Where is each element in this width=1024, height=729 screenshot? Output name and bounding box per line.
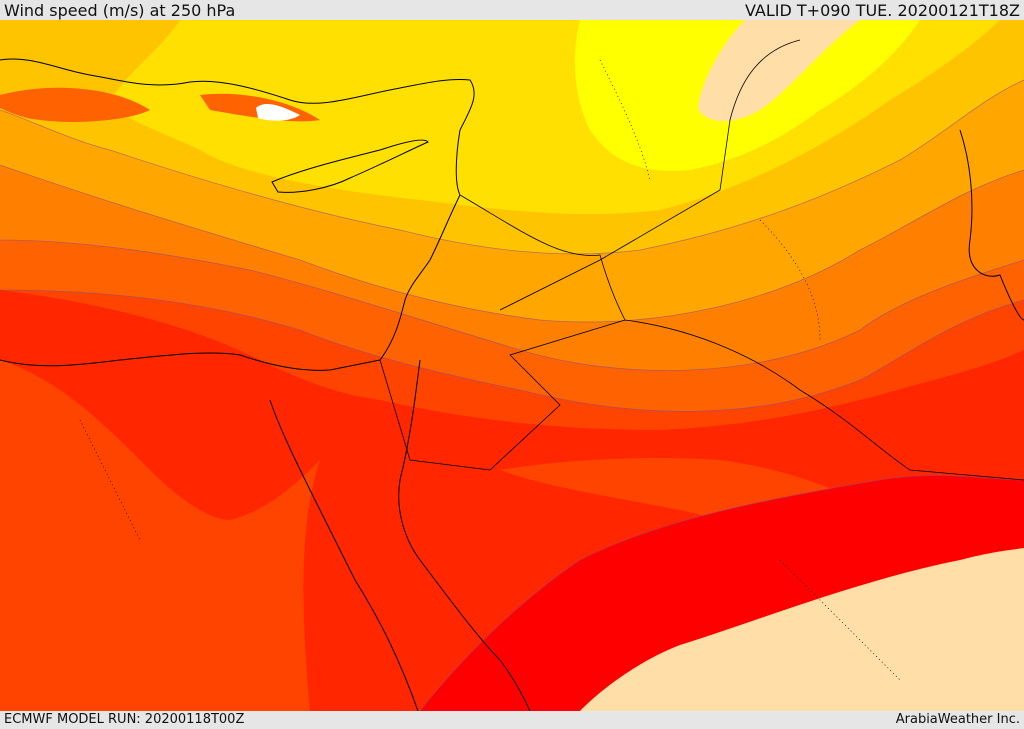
model-run: ECMWF MODEL RUN: 20200118T00Z bbox=[4, 712, 245, 727]
header-bar: Wind speed (m/s) at 250 hPa VALID T+090 … bbox=[0, 0, 1024, 20]
cyprus bbox=[271, 139, 429, 193]
gulf-coast bbox=[959, 129, 1024, 321]
red-sea-west bbox=[269, 399, 419, 711]
valid-time: VALID T+090 TUE. 20200121T18Z bbox=[744, 1, 1020, 20]
band-55-inner bbox=[0, 87, 320, 122]
band-55-south bbox=[0, 360, 900, 711]
turkey-coast bbox=[0, 58, 475, 196]
footer-bar: ECMWF MODEL RUN: 20200118T00Z ArabiaWeat… bbox=[0, 711, 1024, 729]
borders bbox=[379, 39, 1024, 481]
levant-coast bbox=[379, 194, 461, 361]
band-low bbox=[256, 104, 300, 121]
egypt-coast bbox=[0, 352, 381, 371]
inner-boundaries bbox=[79, 59, 901, 681]
isotach-contours bbox=[0, 79, 1024, 711]
band-peak-south bbox=[580, 548, 1024, 711]
wind-speed-bands bbox=[0, 20, 1024, 711]
red-sea-east bbox=[398, 359, 531, 711]
coastlines bbox=[0, 58, 1024, 711]
wind-speed-map bbox=[0, 20, 1024, 711]
map-title: Wind speed (m/s) at 250 hPa bbox=[4, 1, 236, 20]
credit: ArabiaWeather Inc. bbox=[895, 712, 1020, 727]
band-peak-north bbox=[698, 20, 860, 122]
